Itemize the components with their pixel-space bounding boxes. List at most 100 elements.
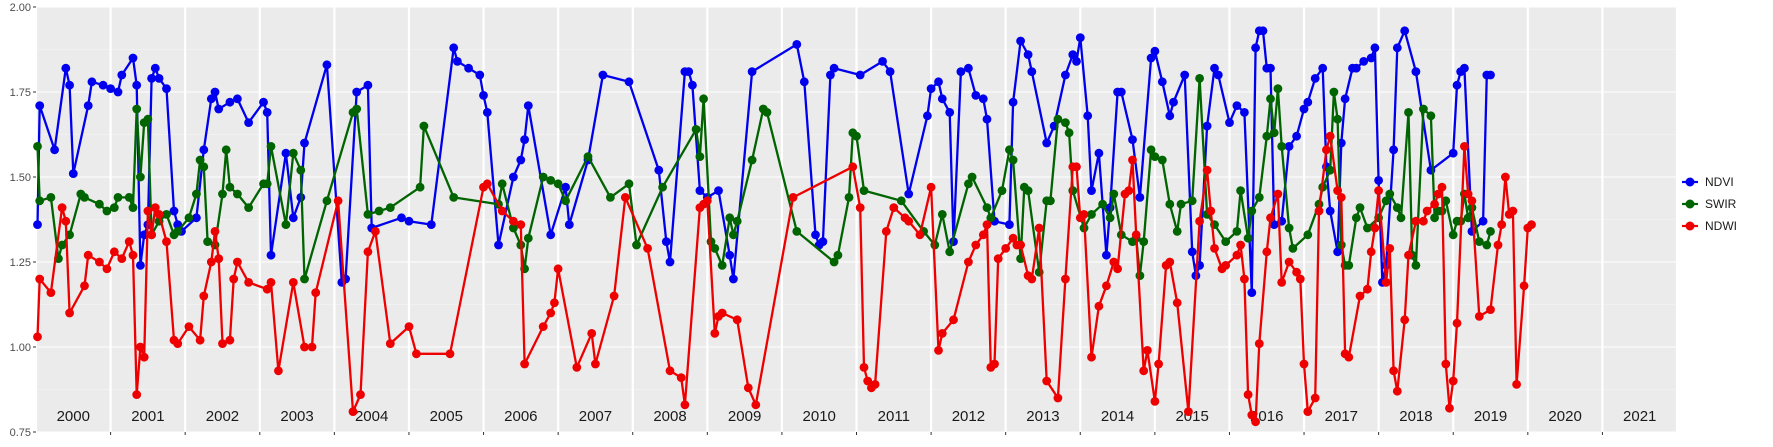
- data-point-ndwi: [1154, 359, 1163, 369]
- data-point-ndwi: [520, 359, 529, 369]
- data-point-ndvi: [811, 230, 820, 240]
- data-point-ndwi: [1202, 165, 1212, 175]
- data-point-ndwi: [1497, 220, 1507, 230]
- data-point-ndvi: [262, 108, 272, 117]
- year-label: 2001: [131, 408, 164, 425]
- data-point-ndwi: [509, 216, 518, 226]
- data-point-ndwi: [1016, 240, 1025, 250]
- data-point-ndvi: [68, 169, 78, 179]
- year-label: 2014: [1101, 408, 1134, 425]
- legend-label: NDWI: [1705, 219, 1737, 233]
- data-point-swir: [80, 193, 89, 202]
- data-point-ndvi: [1486, 70, 1495, 80]
- data-point-ndwi: [109, 247, 119, 257]
- data-point-ndwi: [915, 230, 925, 240]
- data-point-swir: [699, 94, 708, 104]
- data-point-ndwi: [225, 335, 235, 345]
- data-point-swir: [896, 196, 906, 206]
- data-point-ndvi: [1116, 87, 1126, 97]
- data-point-ndvi: [1333, 247, 1342, 257]
- data-point-swir: [833, 250, 843, 260]
- data-point-ndvi: [1303, 97, 1313, 107]
- data-point-ndwi: [1419, 216, 1428, 226]
- data-point-ndwi: [889, 203, 899, 213]
- legend-label: SWIR: [1705, 197, 1737, 211]
- data-point-swir: [1105, 213, 1115, 223]
- data-point-ndvi: [363, 80, 373, 90]
- data-point-ndwi: [1448, 376, 1458, 386]
- data-point-ndwi: [1206, 206, 1216, 216]
- data-point-ndwi: [1061, 274, 1070, 284]
- data-point-ndwi: [1247, 410, 1257, 420]
- data-point-ndwi: [1310, 393, 1320, 403]
- data-point-swir: [1396, 213, 1406, 223]
- data-point-ndwi: [859, 363, 869, 372]
- data-point-swir: [233, 189, 242, 199]
- data-point-ndvi: [1187, 247, 1197, 257]
- data-point-ndwi: [147, 230, 157, 240]
- data-point-ndwi: [1437, 182, 1447, 192]
- data-point-ndvi: [934, 77, 943, 87]
- data-point-swir: [1008, 155, 1018, 165]
- data-point-ndwi: [926, 182, 936, 192]
- data-point-ndwi: [385, 339, 395, 348]
- data-point-ndwi: [124, 237, 134, 247]
- data-point-ndwi: [333, 196, 343, 206]
- year-label: 2006: [504, 408, 537, 425]
- data-point-ndwi: [363, 247, 373, 257]
- data-point-ndwi: [1467, 196, 1477, 206]
- data-point-ndvi: [509, 172, 518, 182]
- data-point-swir: [964, 179, 973, 189]
- data-point-swir: [583, 152, 593, 162]
- legend-key-point: [1685, 199, 1695, 209]
- data-point-ndvi: [464, 63, 473, 73]
- data-point-ndwi: [311, 288, 321, 297]
- data-point-swir: [109, 203, 119, 213]
- data-point-ndvi: [1128, 135, 1137, 145]
- data-point-ndvi: [520, 135, 529, 145]
- data-point-ndwi: [262, 284, 272, 294]
- data-point-ndwi: [102, 264, 112, 274]
- data-point-ndvi: [937, 94, 947, 104]
- data-point-ndwi: [587, 329, 597, 338]
- data-point-swir: [717, 261, 727, 270]
- data-point-ndwi: [993, 254, 1003, 263]
- data-point-swir: [1172, 227, 1182, 236]
- data-point-ndvi: [1448, 148, 1458, 158]
- data-point-ndvi: [1075, 33, 1085, 42]
- data-point-ndwi: [550, 298, 559, 308]
- data-point-swir: [192, 189, 201, 199]
- data-point-swir: [859, 186, 869, 196]
- data-point-ndwi: [1381, 278, 1391, 287]
- data-point-ndwi: [572, 363, 582, 372]
- data-point-ndvi: [106, 84, 115, 93]
- data-point-ndvi: [233, 94, 242, 104]
- data-point-swir: [986, 213, 996, 223]
- data-point-ndwi: [1109, 257, 1119, 267]
- data-point-ndvi: [661, 237, 671, 247]
- y-tick-label: 1.00: [10, 342, 31, 354]
- data-point-ndwi: [300, 342, 309, 352]
- data-point-swir: [225, 182, 235, 192]
- data-point-ndvi: [150, 63, 160, 73]
- data-point-swir: [1254, 193, 1264, 202]
- year-label: 2005: [430, 408, 463, 425]
- data-point-swir: [1325, 165, 1335, 175]
- data-point-ndwi: [1087, 352, 1096, 362]
- data-point-ndvi: [50, 145, 59, 155]
- year-label: 2017: [1325, 408, 1358, 425]
- data-point-ndvi: [546, 230, 556, 240]
- data-point-ndwi: [1232, 250, 1242, 260]
- data-point-ndvi: [945, 108, 955, 117]
- data-point-ndvi: [1392, 43, 1402, 53]
- data-point-swir: [1135, 271, 1145, 280]
- data-point-swir: [95, 199, 104, 209]
- data-point-ndwi: [881, 227, 891, 236]
- data-point-ndvi: [475, 70, 485, 80]
- year-label: 2015: [1175, 408, 1208, 425]
- data-point-swir: [1266, 94, 1275, 104]
- data-point-ndwi: [1277, 278, 1287, 287]
- data-point-ndwi: [210, 227, 220, 236]
- data-point-ndwi: [274, 366, 283, 376]
